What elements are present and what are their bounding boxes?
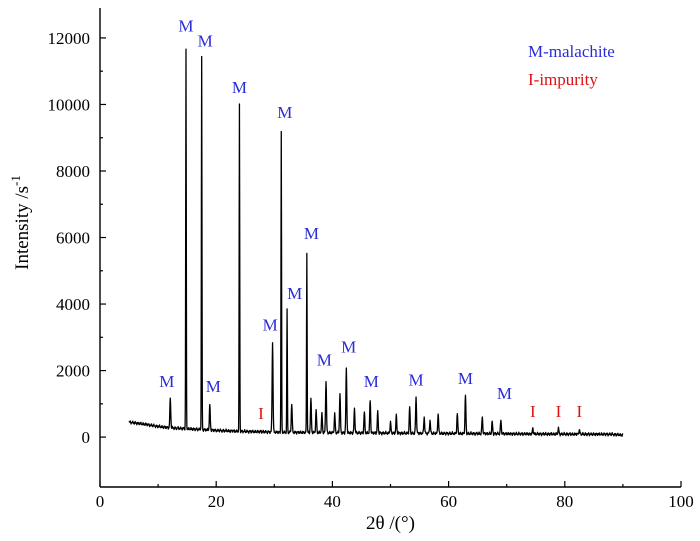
y-tick-label: 0	[82, 428, 91, 447]
peak-label-malachite: M	[409, 371, 424, 390]
peak-label-malachite: M	[277, 103, 292, 122]
y-tick-label: 12000	[48, 29, 91, 48]
peak-label-malachite: M	[497, 384, 512, 403]
peak-label-malachite: M	[458, 369, 473, 388]
y-axis-title: Intensity /s-1	[8, 175, 33, 270]
x-tick-label: 0	[96, 492, 105, 511]
peak-label-malachite: M	[263, 316, 278, 335]
x-tick-label: 100	[668, 492, 694, 511]
x-tick-label: 20	[208, 492, 225, 511]
xrd-trace-line	[128, 48, 624, 437]
xrd-trace-group	[128, 48, 624, 437]
legend-entry-malachite: M-malachite	[528, 42, 615, 61]
peak-label-impurity: I	[556, 402, 562, 421]
peak-label-impurity: I	[530, 402, 536, 421]
x-axis-title: 2θ /(°)	[366, 513, 415, 534]
x-tick-label: 80	[556, 492, 573, 511]
peak-label-malachite: M	[159, 372, 174, 391]
y-tick-label: 2000	[56, 362, 90, 381]
peak-label-impurity: I	[576, 402, 582, 421]
peak-label-malachite: M	[341, 337, 356, 356]
y-tick-label: 6000	[56, 229, 90, 248]
peak-label-malachite: M	[232, 78, 247, 97]
peak-label-malachite: M	[178, 16, 193, 35]
legend-entry-impurity: I-impurity	[528, 70, 598, 89]
x-tick-label: 60	[440, 492, 457, 511]
axis-ticks: 0 20 40 60 80 100 0 2000 4000 6000 8000 10000 12000	[48, 29, 694, 511]
y-tick-label: 8000	[56, 162, 90, 181]
y-axis-title-superscript: -1	[8, 175, 23, 186]
peak-label-impurity: I	[258, 404, 264, 423]
y-axis-title-main: Intensity /s	[12, 186, 33, 270]
peak-label-malachite: M	[206, 377, 221, 396]
x-tick-label: 40	[324, 492, 341, 511]
y-tick-label: 10000	[48, 95, 91, 114]
peak-label-malachite: M	[198, 31, 213, 50]
peak-label-malachite: M	[317, 351, 332, 370]
peak-label-malachite: M	[364, 372, 379, 391]
peak-label-malachite: M	[287, 284, 302, 303]
y-tick-label: 4000	[56, 295, 90, 314]
peak-label-malachite: M	[304, 224, 319, 243]
